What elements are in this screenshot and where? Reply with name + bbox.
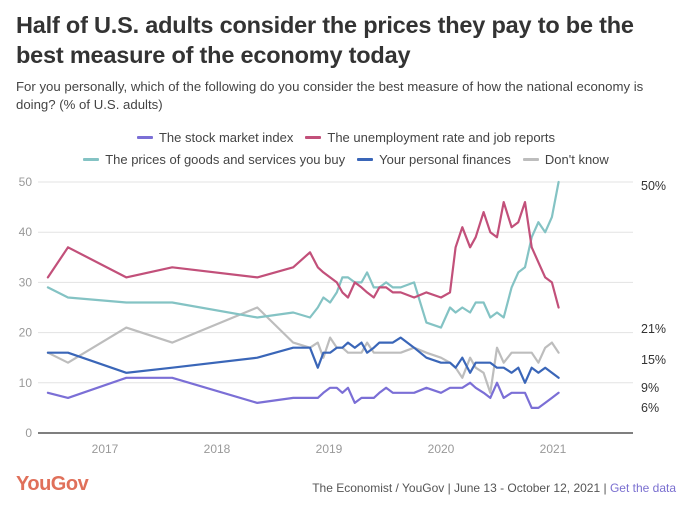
legend-swatch-dont-know	[522, 157, 539, 161]
legend-row-1: The stock market index The unemployment …	[0, 126, 692, 148]
legend-swatch-stock-market	[136, 135, 153, 139]
x-tick-label: 2018	[204, 442, 231, 456]
legend-swatch-prices	[83, 157, 100, 161]
series-line-the-prices-of-goods-and-services-you-buy	[46, 180, 560, 329]
x-tick-label: 2020	[428, 442, 455, 456]
x-tick-label: 2021	[540, 442, 567, 456]
chart-subtitle: For you personally, which of the followi…	[16, 79, 644, 112]
legend-swatch-unemployment	[305, 135, 322, 139]
end-label-0: 6%	[641, 401, 659, 415]
y-tick-label: 30	[19, 275, 33, 289]
legend-label-stock-market: The stock market index	[158, 129, 294, 145]
end-labels: 6% 21% 50% 9% 15%	[641, 179, 666, 415]
y-tick-label: 50	[19, 175, 33, 189]
source-text: The Economist / YouGov | June 13 - Octob…	[312, 481, 607, 495]
gridlines	[38, 181, 633, 434]
legend-item-prices[interactable]: The prices of goods and services you buy	[83, 152, 345, 167]
series-line-don-t-know	[46, 306, 560, 394]
series-line-the-stock-market-index	[46, 376, 560, 409]
legend-item-stock-market[interactable]: The stock market index	[136, 129, 294, 145]
legend-label-dont-know: Don't know	[544, 151, 609, 167]
end-label-2: 50%	[641, 179, 666, 193]
y-tick-label: 40	[19, 225, 33, 239]
series-line-your-personal-finances	[46, 336, 560, 384]
yougov-logo[interactable]: YouGov	[16, 473, 89, 495]
get-the-data-link[interactable]: Get the data	[609, 481, 676, 495]
end-label-3: 9%	[641, 381, 659, 395]
y-tick-label: 20	[19, 326, 33, 340]
legend-item-dont-know[interactable]: Don't know	[522, 151, 609, 167]
legend-label-unemployment: The unemployment rate and job reports	[327, 129, 556, 145]
end-label-1: 21%	[641, 322, 666, 336]
chart-title: Half of U.S. adults consider the prices …	[16, 12, 634, 68]
end-label-4: 15%	[641, 353, 666, 367]
series-lines	[46, 180, 560, 409]
footer-source: The Economist / YouGov | June 13 - Octob…	[312, 481, 676, 495]
legend-item-unemployment[interactable]: The unemployment rate and job reports	[305, 130, 555, 145]
legend-item-personal-finances[interactable]: Your personal finances	[357, 152, 511, 167]
x-axis-ticks: 2017 2018 2019 2020 2021	[92, 442, 567, 456]
legend: The stock market index The unemployment …	[0, 126, 692, 170]
legend-label-personal-finances: Your personal finances	[379, 151, 511, 167]
series-line-the-unemployment-rate-and-job-reports	[46, 201, 560, 309]
legend-label-prices: The prices of goods and services you buy	[105, 151, 346, 167]
x-tick-label: 2017	[92, 442, 119, 456]
x-tick-label: 2019	[316, 442, 343, 456]
y-tick-label: 0	[25, 426, 32, 440]
legend-row-2: The prices of goods and services you buy…	[0, 148, 692, 170]
y-tick-label: 10	[19, 376, 33, 390]
y-axis-ticks: 0 10 20 30 40 50	[19, 175, 33, 440]
legend-swatch-personal-finances	[357, 157, 374, 161]
